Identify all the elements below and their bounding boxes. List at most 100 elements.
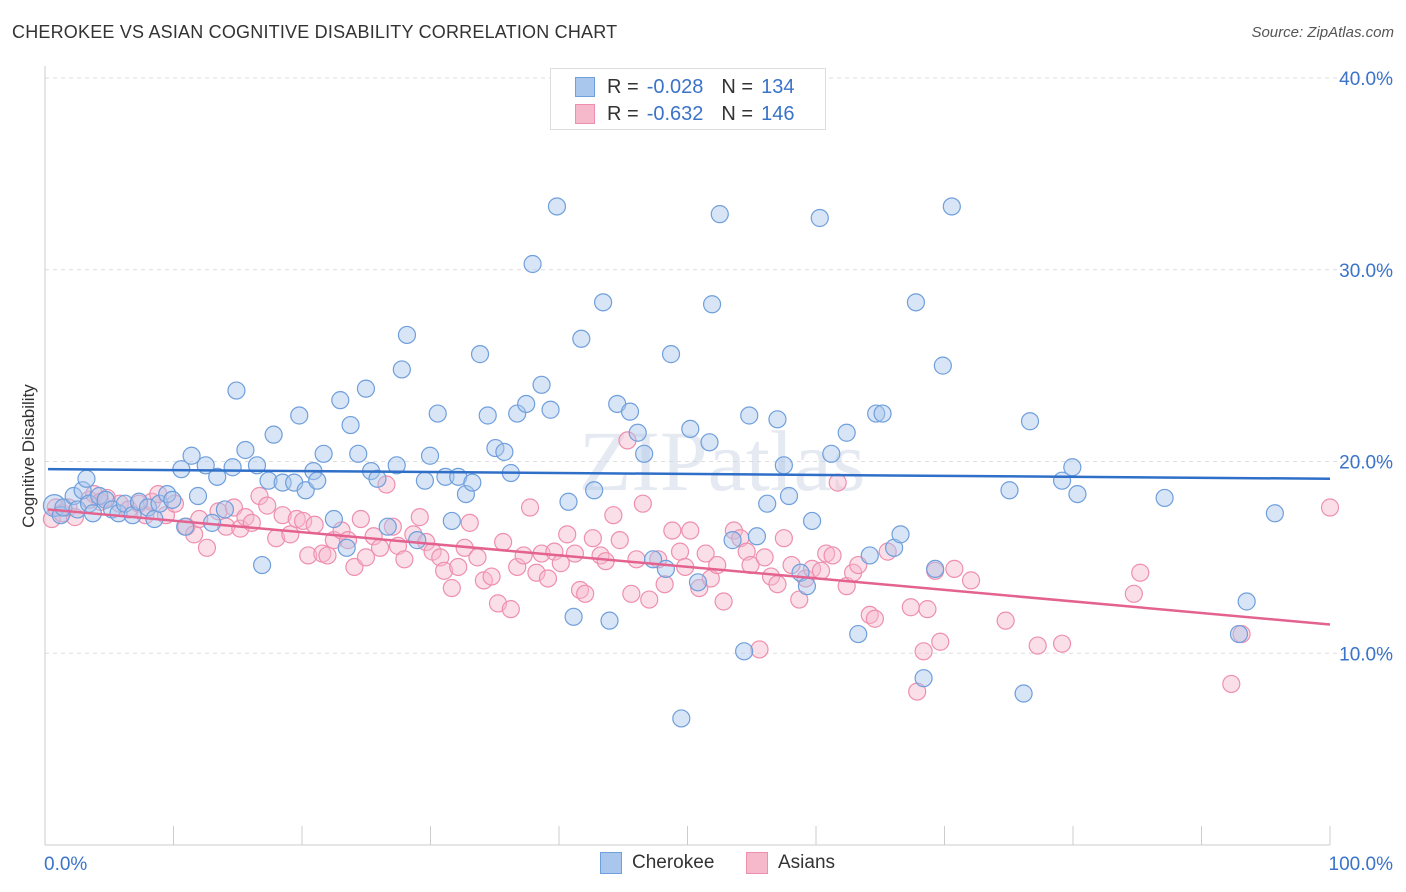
y-tick-label: 30.0% <box>1339 261 1393 282</box>
cherokee-point <box>392 360 411 379</box>
asians-point <box>828 473 847 492</box>
cherokee-point <box>914 669 933 688</box>
asians-point <box>273 506 292 525</box>
asians-point <box>865 609 884 628</box>
cherokee-point <box>541 400 560 419</box>
cherokee-point <box>523 254 542 274</box>
asians-point <box>364 527 383 546</box>
asians-point <box>299 546 318 565</box>
cherokee-point <box>182 446 201 465</box>
cherokee-point <box>349 444 368 463</box>
cherokee-point <box>810 208 829 228</box>
asians-point <box>356 548 376 567</box>
asians-point <box>395 550 414 569</box>
asians-point <box>250 486 269 506</box>
asians-point <box>370 538 390 557</box>
cherokee-point <box>661 345 681 364</box>
cherokee-point <box>628 423 647 442</box>
cherokee-point <box>163 490 182 509</box>
cherokee-legend-icon <box>600 852 622 874</box>
asians-point <box>377 475 396 494</box>
cherokee-point <box>723 531 742 550</box>
cherokee-point <box>1014 684 1033 703</box>
cherokee-point <box>681 419 700 439</box>
asians-point <box>961 571 981 590</box>
asians-point <box>627 550 646 569</box>
cherokee-point <box>456 484 476 504</box>
asians-point <box>431 548 450 567</box>
asians-point <box>774 529 793 548</box>
asians-point <box>281 525 300 544</box>
asians-swatch-icon <box>575 104 595 124</box>
cherokee-point <box>227 381 246 400</box>
legend-n-label: N = <box>721 102 754 125</box>
cherokee-point <box>215 500 235 519</box>
cherokee-point <box>635 444 654 463</box>
asians-point <box>604 506 623 525</box>
cherokee-point <box>735 642 754 661</box>
cherokee-point <box>572 329 591 348</box>
asians-point <box>576 584 595 603</box>
cherokee-point <box>559 492 578 511</box>
asians-point <box>768 575 787 594</box>
asians-point <box>468 548 487 567</box>
asians-point <box>501 600 520 619</box>
asians-point <box>714 592 733 611</box>
cherokee-point <box>397 325 417 345</box>
asians-point <box>538 569 558 588</box>
asians-point <box>681 521 700 540</box>
y-tick-label: 10.0% <box>1339 644 1393 665</box>
asians-point <box>351 509 370 529</box>
cherokee-point <box>1000 481 1019 500</box>
cherokee-point <box>797 577 817 596</box>
asians-point <box>622 584 641 603</box>
legend-n-value: 134 <box>761 75 795 98</box>
asians-point <box>918 600 937 619</box>
cherokee-point <box>747 527 767 546</box>
asians-point <box>655 575 674 594</box>
cherokee-point <box>620 402 640 421</box>
legend-r-label: R = <box>607 102 639 125</box>
asians-point <box>633 494 652 513</box>
legend-label: Cherokee <box>632 852 715 873</box>
cherokee-point <box>942 197 961 216</box>
asians-point <box>520 498 540 517</box>
asians-point <box>817 544 836 563</box>
asians-point <box>383 517 402 536</box>
cherokee-point <box>933 356 952 375</box>
cherokee-point <box>470 345 490 364</box>
asians-point <box>1052 634 1072 653</box>
legend-item-cherokee[interactable]: Cherokee <box>600 852 714 874</box>
cherokee-point <box>331 391 350 410</box>
trend-lines <box>47 467 1331 626</box>
cherokee-point <box>138 498 158 517</box>
cherokee-point <box>368 469 387 488</box>
cherokee-point <box>415 471 435 490</box>
source-label: Source: ZipAtlas.com <box>1251 24 1394 41</box>
cherokee-point <box>259 471 278 490</box>
series-legend: Cherokee Asians <box>0 852 1406 876</box>
cherokee-point <box>594 293 613 312</box>
cherokee-point <box>208 467 227 486</box>
asians-point <box>514 546 533 565</box>
asians-point <box>318 546 337 565</box>
asians-point <box>931 632 950 651</box>
cherokee-point <box>324 509 343 529</box>
cherokee-point <box>860 546 879 565</box>
cherokee-point <box>486 438 505 458</box>
cherokee-point <box>1237 592 1256 611</box>
legend-n-value: 146 <box>761 102 795 125</box>
cherokee-point <box>547 197 567 216</box>
cherokee-point <box>740 406 759 425</box>
asians-point <box>790 590 809 609</box>
asians-trend-line <box>47 508 1331 626</box>
legend-item-asians[interactable]: Asians <box>746 852 835 874</box>
asians-point <box>755 548 774 567</box>
cherokee-point <box>408 531 427 550</box>
cherokee-point <box>356 379 376 398</box>
cherokee-point <box>341 415 360 435</box>
cherokee-point <box>822 444 841 463</box>
asians-point <box>197 538 217 557</box>
cherokee-point <box>96 490 115 509</box>
x-tick-label: 0.0% <box>44 854 87 875</box>
